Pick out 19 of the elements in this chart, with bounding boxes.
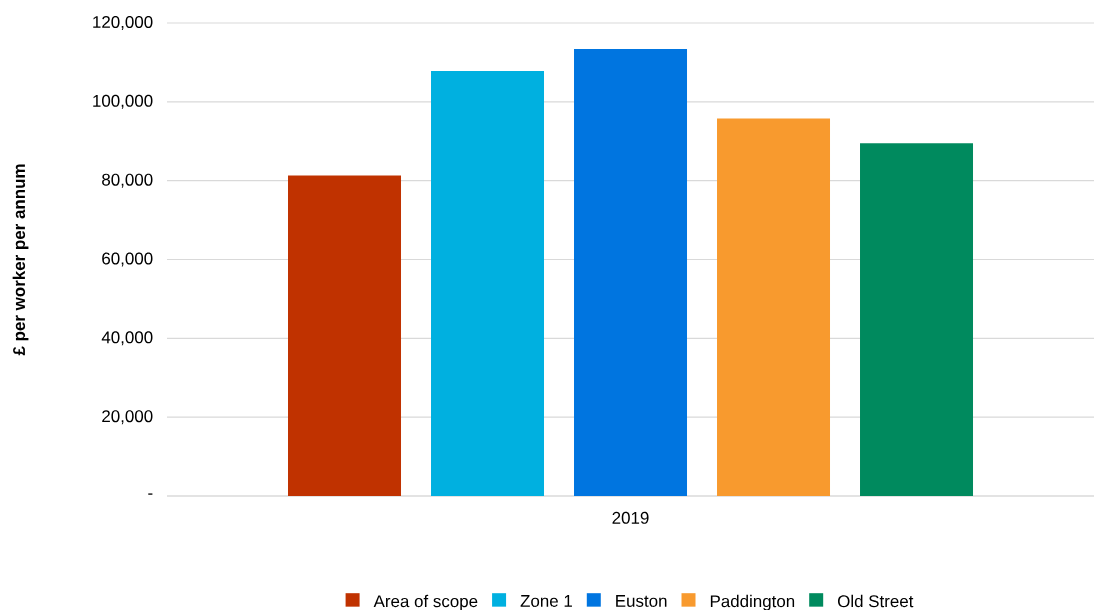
bar (717, 118, 831, 496)
y-tick-label: - (148, 493, 153, 495)
y-tick-label: 80,000 (102, 173, 153, 188)
y-tick-label: 40,000 (101, 331, 153, 346)
bar (431, 71, 545, 496)
x-tick-label: 2019 (612, 511, 649, 524)
legend-label: Paddington (710, 594, 795, 610)
y-tick-label: 120,000 (93, 16, 153, 30)
y-tick-label: 20,000 (102, 410, 153, 425)
y-axis-title: £ per worker per annum (12, 164, 29, 356)
bar (574, 49, 688, 496)
legend-label: Zone 1 (520, 595, 572, 607)
bar (288, 175, 402, 496)
legend-label: Euston (616, 595, 667, 607)
y-tick-label: 60,000 (102, 252, 153, 267)
legend-label: Area of scope (373, 594, 478, 610)
y-tick-label: 100,000 (93, 94, 153, 109)
bar (860, 143, 974, 496)
legend-label: Old Street (837, 594, 914, 608)
